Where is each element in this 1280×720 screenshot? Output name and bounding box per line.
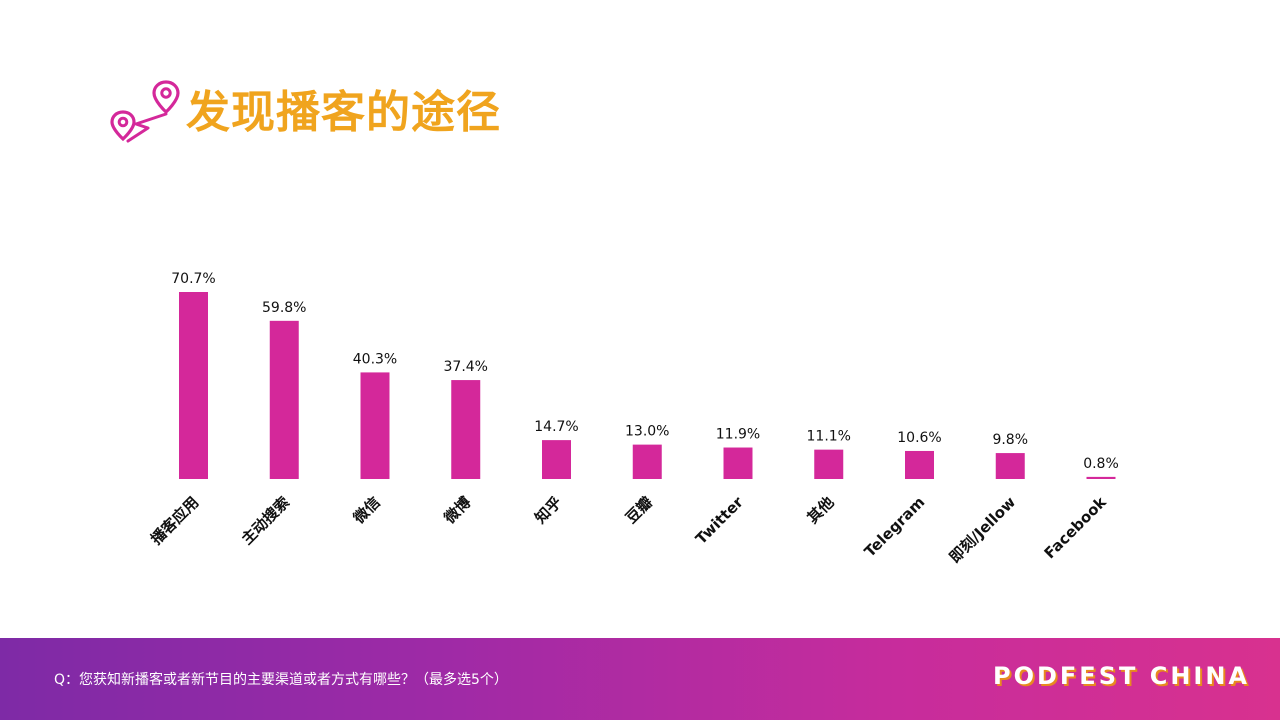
category-label-9: Telegram (861, 493, 929, 561)
category-label-6: 豆瓣 (622, 493, 656, 527)
bar-2 (269, 320, 299, 479)
category-label-8: 其他 (804, 493, 838, 527)
category-label-4: 微博 (440, 493, 475, 528)
bar-chart: 70.7% 播客应用 59.8% 主动搜索 40.3% 微信 37.4% 微博 14.7% 知乎 1… (147, 271, 1119, 566)
category-label-1: 播客应用 (147, 493, 202, 548)
data-label-6: 13.0% (625, 424, 669, 440)
bar-9 (905, 450, 934, 479)
bar-6 (632, 444, 662, 479)
bar-10 (995, 453, 1025, 479)
category-label-11: Facebook (1041, 492, 1111, 562)
data-label-11: 0.8% (1083, 456, 1119, 472)
data-label-5: 14.7% (534, 419, 578, 435)
category-label-10: 即刻/Jellow (946, 493, 1019, 566)
footer-bar: Q：您获知新播客或者新节目的主要渠道或者方式有哪些？（最多选5个） PODFES… (0, 638, 1280, 720)
bar-5 (542, 440, 571, 479)
data-label-2: 59.8% (262, 300, 306, 316)
bar-3 (360, 372, 390, 479)
data-label-8: 11.1% (807, 429, 851, 445)
category-label-7: Twitter (692, 493, 747, 548)
data-label-9: 10.6% (897, 430, 941, 446)
data-label-1: 70.7% (171, 271, 215, 287)
data-label-10: 9.8% (992, 432, 1028, 448)
data-label-4: 37.4% (444, 359, 488, 375)
bar-1 (179, 292, 208, 479)
title-area: 发现播客的途径 (108, 78, 501, 148)
bar-7 (723, 447, 753, 479)
category-label-5: 知乎 (531, 493, 565, 527)
category-label-2: 主动搜索 (238, 493, 293, 548)
survey-question: Q：您获知新播客或者新节目的主要渠道或者方式有哪些？（最多选5个） (54, 672, 508, 688)
bar-11 (1086, 476, 1116, 479)
category-label-3: 微信 (349, 493, 384, 528)
data-label-3: 40.3% (353, 351, 397, 367)
brand-logo: PODFEST CHINA (992, 662, 1250, 690)
bar-8 (814, 449, 844, 479)
page-title: 发现播客的途径 (186, 87, 501, 138)
bar-4 (451, 380, 481, 479)
location-pin-route-icon (110, 80, 180, 143)
data-label-7: 11.9% (716, 427, 760, 443)
